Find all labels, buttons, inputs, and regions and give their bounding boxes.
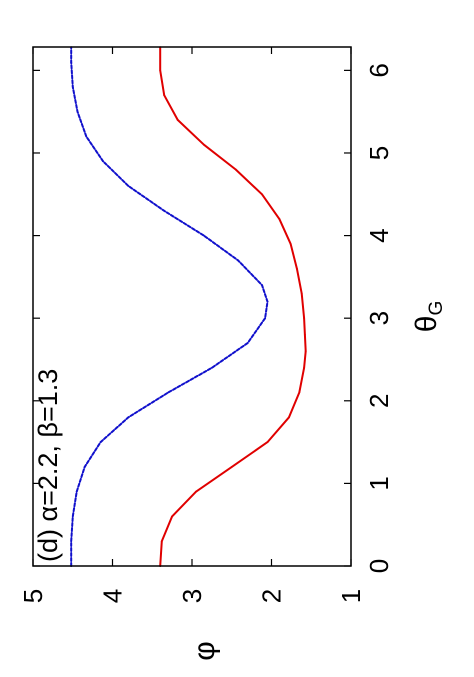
series-1-point xyxy=(163,94,166,97)
series-2-point xyxy=(99,441,102,443)
series-1-point xyxy=(289,242,292,245)
series-2-point xyxy=(83,465,86,468)
series-2-point xyxy=(70,61,73,64)
x-tick-label: 4 xyxy=(364,228,394,242)
series-1-point xyxy=(160,540,163,543)
series-2-point xyxy=(210,366,213,369)
x-axis-label-subscript: G xyxy=(426,301,447,316)
series-2-point xyxy=(127,416,130,419)
series-2-point xyxy=(237,259,240,262)
series-1-point xyxy=(296,267,298,270)
series-2-point xyxy=(203,234,205,237)
series-2-point xyxy=(76,110,79,113)
series-2-point xyxy=(71,85,74,88)
plot-area xyxy=(70,46,307,567)
series-1-point xyxy=(176,119,179,121)
series-1-point xyxy=(195,490,197,493)
x-tick-label: 3 xyxy=(364,311,394,325)
series-2-point xyxy=(85,135,88,138)
series-1-point xyxy=(303,317,305,320)
y-tick-label: 1 xyxy=(336,589,366,603)
series-2-point xyxy=(70,540,73,543)
series-2-point xyxy=(266,300,269,303)
series-2-point xyxy=(163,209,166,212)
panel-title: (d) α=2.2, β=1.3 xyxy=(33,369,63,562)
series-2-point xyxy=(264,317,267,320)
series-1-point xyxy=(230,465,233,468)
series-2-point xyxy=(246,342,249,344)
series-2-point xyxy=(102,160,104,163)
series-1-point xyxy=(261,193,263,196)
y-tick-label: 5 xyxy=(18,589,48,603)
series-1-point xyxy=(303,333,306,336)
series-1-point xyxy=(300,292,303,295)
series-2-point xyxy=(75,490,78,493)
series-1-point xyxy=(266,441,269,443)
series-2-point xyxy=(261,284,263,287)
x-tick-label: 1 xyxy=(364,476,394,490)
series-1-point xyxy=(234,168,237,171)
x-tick-label: 0 xyxy=(364,559,394,573)
x-tick-label: 5 xyxy=(364,146,394,160)
series-1-point xyxy=(288,416,290,419)
series-2-point xyxy=(127,185,130,187)
x-tick-label: 6 xyxy=(364,63,394,77)
series-2-point xyxy=(167,391,170,394)
series-line-1 xyxy=(159,46,307,567)
series-1-point xyxy=(278,218,281,220)
y-tick-label: 2 xyxy=(257,589,287,603)
series-1-point xyxy=(303,366,305,369)
x-tick-label: 2 xyxy=(364,394,394,408)
series-1-point xyxy=(304,350,307,353)
y-tick-label: 3 xyxy=(177,589,207,603)
series-2-point xyxy=(71,515,74,518)
series-line-2 xyxy=(70,46,269,567)
x-axis-label: θG xyxy=(410,301,447,332)
y-axis-label: φ xyxy=(188,641,221,660)
series-1-point xyxy=(159,69,162,72)
series-1-point xyxy=(203,143,205,146)
x-axis-label-main: θ xyxy=(410,316,443,333)
series-1-point xyxy=(171,515,174,518)
y-tick-label: 4 xyxy=(98,589,128,603)
series-1-point xyxy=(298,391,301,394)
